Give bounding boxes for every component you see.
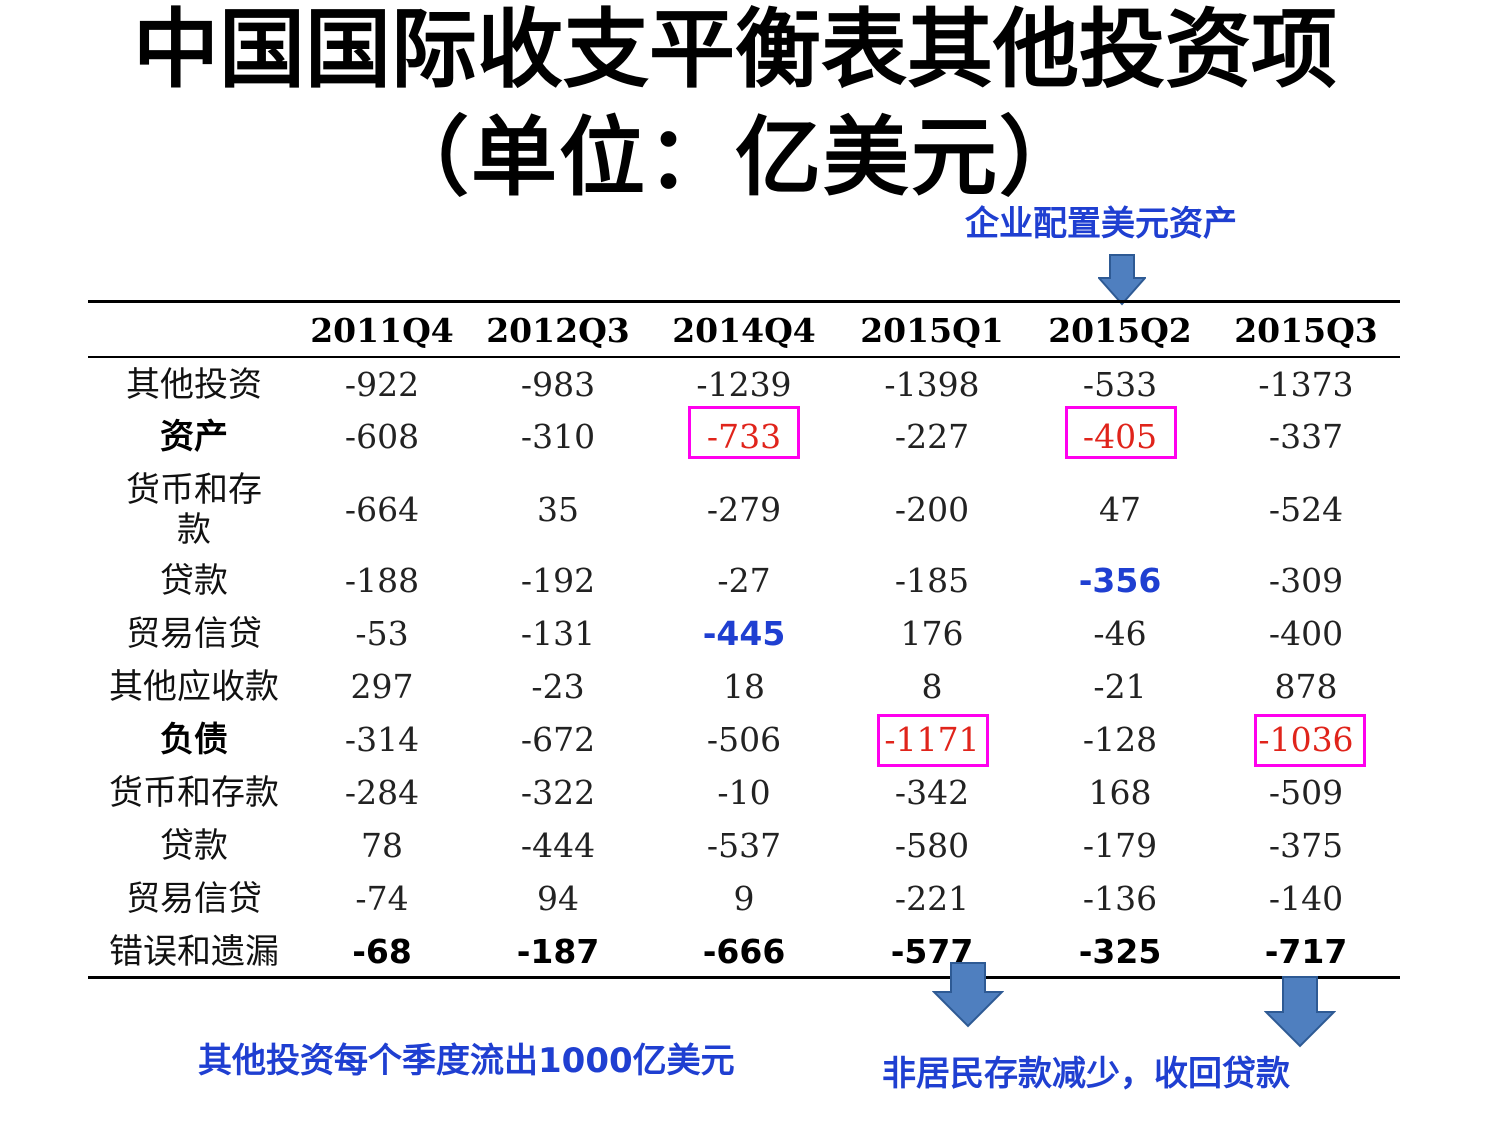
row-label-loans-liabilities: 贷款 [160, 826, 228, 866]
column-header-2015q2: 2015Q2 [1048, 311, 1192, 350]
column-header-2014q4: 2014Q4 [672, 311, 816, 350]
annotation-corporate-usd-assets: 企业配置美元资产 [965, 204, 1237, 244]
table-cell: -342 [894, 773, 970, 812]
row-label-currency-deposits-assets: 货币和存 款 [96, 470, 292, 550]
row-label-errors-omissions: 错误和遗漏 [109, 932, 279, 972]
row-label-currency-deposits-liabilities: 货币和存款 [109, 773, 279, 813]
table-cell: -21 [1093, 667, 1147, 706]
table-cell: 878 [1274, 667, 1338, 706]
table-cell: 78 [361, 826, 403, 865]
table-cell: -192 [520, 561, 596, 600]
table-cell: -68 [352, 932, 412, 971]
table-cell: -74 [355, 879, 409, 918]
table-cell: 18 [723, 667, 765, 706]
row-label-liabilities: 负债 [160, 720, 228, 760]
table-cell: -524 [1268, 490, 1344, 529]
table-cell: -221 [894, 879, 970, 918]
table-cell: 47 [1099, 490, 1141, 529]
table-cell: -310 [520, 417, 596, 456]
table-cell: -46 [1093, 614, 1147, 653]
table-cell: 35 [537, 490, 579, 529]
table-cell: -580 [894, 826, 970, 865]
table-cell-highlighted: -1036 [1258, 720, 1354, 759]
table-cell: -23 [531, 667, 585, 706]
table-cell: -187 [516, 932, 600, 971]
row-label-line: 货币和存 [126, 470, 262, 510]
down-arrow-icon [1264, 976, 1336, 1048]
row-label-trade-credit-liabilities: 贸易信贷 [126, 879, 262, 919]
table-cell: -1373 [1258, 365, 1354, 404]
table-cell: -325 [1078, 932, 1162, 971]
table-cell: -140 [1268, 879, 1344, 918]
table-cell: -444 [520, 826, 596, 865]
table-cell: -136 [1082, 879, 1158, 918]
table-top-rule [88, 300, 1400, 303]
table-cell: -185 [894, 561, 970, 600]
down-arrow-icon [932, 962, 1004, 1028]
table-cell: -284 [344, 773, 420, 812]
table-cell: -27 [717, 561, 771, 600]
table-bottom-rule [88, 976, 1400, 979]
table-cell: -279 [706, 490, 782, 529]
table-cell-highlighted: -1171 [884, 720, 980, 759]
table-cell: -200 [894, 490, 970, 529]
table-cell: 168 [1088, 773, 1152, 812]
table-cell: -227 [894, 417, 970, 456]
table-cell: 9 [733, 879, 755, 918]
table-cell: -1239 [696, 365, 792, 404]
table-cell: -1398 [884, 365, 980, 404]
table-cell: -533 [1082, 365, 1158, 404]
table-cell: -664 [344, 490, 420, 529]
table-cell: -608 [344, 417, 420, 456]
table-cell: -322 [520, 773, 596, 812]
table-cell: -666 [702, 932, 786, 971]
down-arrow-icon [1098, 254, 1146, 306]
table-cell: -717 [1264, 932, 1348, 971]
column-header-2015q1: 2015Q1 [860, 311, 1004, 350]
row-label-loans-assets: 贷款 [160, 561, 228, 601]
table-cell: 176 [900, 614, 964, 653]
table-cell: -309 [1268, 561, 1344, 600]
row-label-other-investment: 其他投资 [126, 365, 262, 405]
table-cell: -10 [717, 773, 771, 812]
table-cell: -128 [1082, 720, 1158, 759]
annotation-deposits-loans: 非居民存款减少，收回贷款 [882, 1054, 1290, 1094]
table-cell: -131 [520, 614, 596, 653]
page-title: 中国国际收支平衡表其他投资项 [133, 0, 1337, 100]
table-cell-emphasized: -445 [702, 614, 786, 653]
page-subtitle-unit: （单位：亿美元） [383, 108, 1087, 208]
table-cell: -179 [1082, 826, 1158, 865]
table-header-rule [88, 356, 1400, 358]
table-cell: 8 [921, 667, 943, 706]
row-label-assets: 资产 [160, 417, 228, 457]
table-cell: -509 [1268, 773, 1344, 812]
table-cell-emphasized: -356 [1078, 561, 1162, 600]
table-cell-highlighted: -405 [1082, 417, 1158, 456]
row-label-trade-credit-assets: 贸易信贷 [126, 614, 262, 654]
column-header-2012q3: 2012Q3 [486, 311, 630, 350]
table-cell: -537 [706, 826, 782, 865]
table-cell: -922 [344, 365, 420, 404]
table-cell-highlighted: -733 [706, 417, 782, 456]
table-cell: -672 [520, 720, 596, 759]
row-label-other-receivables: 其他应收款 [109, 667, 279, 707]
table-cell: -314 [344, 720, 420, 759]
column-header-2015q3: 2015Q3 [1234, 311, 1378, 350]
table-cell: -400 [1268, 614, 1344, 653]
table-cell: -337 [1268, 417, 1344, 456]
table-cell: -188 [344, 561, 420, 600]
table-cell: -983 [520, 365, 596, 404]
table-cell: -53 [355, 614, 409, 653]
table-cell: -506 [706, 720, 782, 759]
row-label-line: 款 [177, 510, 211, 550]
table-cell: 297 [350, 667, 414, 706]
table-cell: -375 [1268, 826, 1344, 865]
table-cell: 94 [537, 879, 579, 918]
column-header-2011q4: 2011Q4 [310, 311, 454, 350]
annotation-quarterly-outflow: 其他投资每个季度流出1000亿美元 [198, 1041, 735, 1081]
